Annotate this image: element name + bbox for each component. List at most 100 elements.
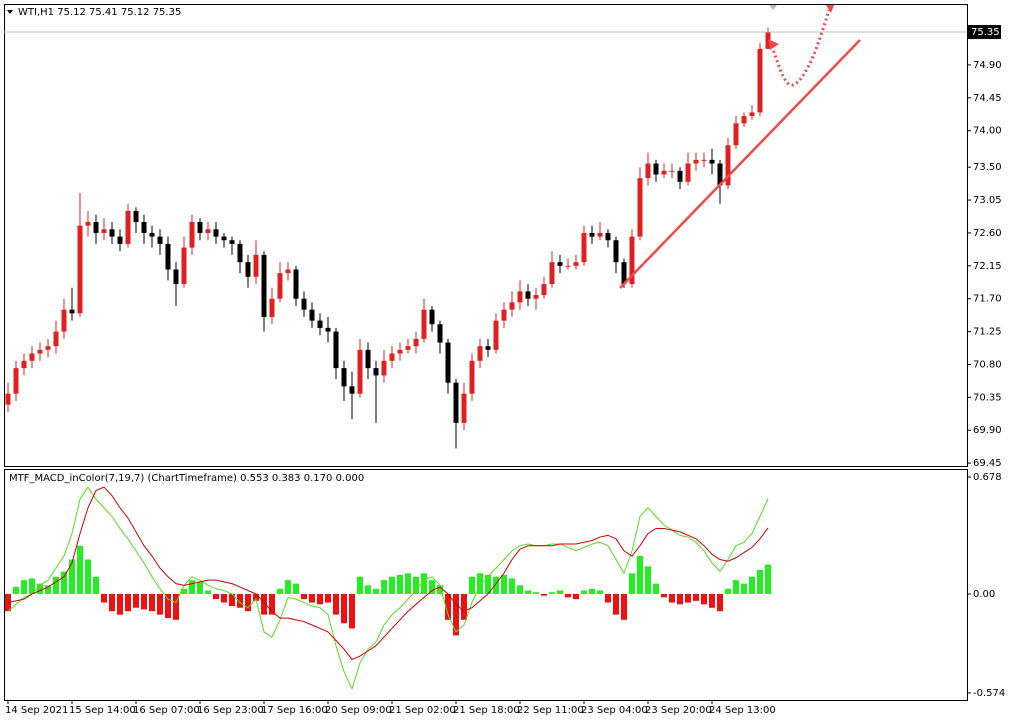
forecast-arrow [770, 9, 831, 87]
candle-body [101, 229, 107, 233]
histogram-bar [541, 593, 547, 596]
candle-body [717, 163, 723, 186]
y-tick-label: 74.00 [973, 126, 1002, 137]
histogram-bar [533, 592, 539, 594]
histogram-bar [341, 593, 347, 624]
histogram-bar [717, 593, 723, 612]
shift-marker[interactable] [769, 5, 777, 10]
menu-triangle[interactable] [7, 10, 13, 14]
histogram-bar [93, 576, 99, 594]
histogram-bar [661, 593, 667, 598]
histogram-bar [469, 576, 475, 594]
candle-body [573, 262, 579, 266]
x-tick-label: 21 Sep 02:00 [389, 705, 456, 716]
x-tick-label: 17 Sep 16:00 [261, 705, 328, 716]
histogram-bar [405, 573, 411, 594]
histogram-bar [381, 580, 387, 594]
header-high: 75.41 [89, 7, 118, 18]
candle-body [125, 211, 131, 244]
candle-body [701, 159, 707, 161]
candle-body [213, 229, 219, 237]
candle-body [693, 159, 699, 164]
candle-body [165, 243, 171, 270]
price-pane [4, 4, 968, 467]
candle-body [317, 320, 323, 328]
histogram-bar [269, 593, 275, 615]
candle-body [29, 353, 35, 361]
candle-body [333, 331, 339, 369]
histogram-bar [685, 593, 691, 603]
histogram-bar [549, 592, 555, 594]
histogram-bar [181, 588, 187, 594]
y-tick-label: -0.574 [973, 688, 1005, 699]
histogram-bar [581, 590, 587, 594]
histogram-bar [389, 576, 395, 594]
candle-body [245, 262, 251, 277]
candle-body [453, 382, 459, 423]
candle-body [621, 262, 627, 285]
candle-body [181, 247, 187, 285]
histogram-bar [725, 588, 731, 594]
histogram-bar [733, 580, 739, 594]
y-tick-label: 71.25 [973, 327, 1002, 338]
legend-value: 0.383 [272, 473, 301, 484]
candle-body [109, 229, 115, 237]
arrow-head [768, 39, 779, 50]
candle-body [557, 262, 563, 266]
histogram-bar [709, 593, 715, 608]
candle-body [429, 309, 435, 325]
histogram-bar [437, 585, 443, 594]
histogram-bar [509, 578, 515, 594]
candle-body [277, 273, 283, 299]
candle-body [53, 331, 59, 347]
histogram-bar [237, 593, 243, 608]
histogram-bar [365, 585, 371, 594]
x-tick-label: 23 Sep 20:00 [645, 705, 712, 716]
histogram-bar [117, 593, 123, 615]
candle-body [653, 163, 659, 175]
candle-body [485, 346, 491, 350]
candle-body [197, 221, 203, 233]
candle-body [37, 349, 43, 354]
histogram-bar [677, 593, 683, 605]
candle-body [253, 254, 259, 277]
header-low: 75.12 [121, 7, 150, 18]
histogram-bar [573, 593, 579, 600]
price-tag [968, 25, 1001, 40]
y-tick-label: 69.90 [973, 425, 1002, 436]
histogram-bar [173, 593, 179, 620]
histogram-bar [669, 593, 675, 603]
x-tick-label: 15 Sep 14:00 [69, 705, 136, 716]
histogram-bar [493, 576, 499, 594]
candle-body [373, 368, 379, 376]
histogram-bar [261, 593, 267, 615]
candle-body [293, 269, 299, 299]
histogram-bar [653, 583, 659, 594]
candle-body [13, 368, 19, 394]
candle-body [741, 116, 747, 124]
candle-body [85, 221, 91, 226]
candle-body [269, 298, 275, 317]
candle-body [357, 349, 363, 394]
candle-body [533, 295, 539, 299]
candle-body [261, 254, 267, 317]
histogram-bar [605, 593, 611, 603]
histogram-bar [517, 585, 523, 594]
histogram-bar [165, 593, 171, 619]
histogram-bar [501, 575, 507, 594]
candle-body [5, 393, 11, 405]
histogram-bar [741, 583, 747, 594]
histogram-bar [53, 576, 59, 594]
candle-body [301, 298, 307, 310]
candle-body [677, 170, 683, 182]
histogram-bar [589, 588, 595, 594]
histogram-bar [325, 593, 331, 603]
candle-body [93, 221, 99, 233]
histogram-bar [309, 593, 315, 603]
x-tick-label: 16 Sep 07:00 [133, 705, 200, 716]
arrow-head [826, 5, 834, 13]
candle-body [349, 386, 355, 394]
histogram-bar [213, 593, 219, 600]
histogram-bar [109, 593, 115, 612]
candle-body [757, 48, 763, 113]
